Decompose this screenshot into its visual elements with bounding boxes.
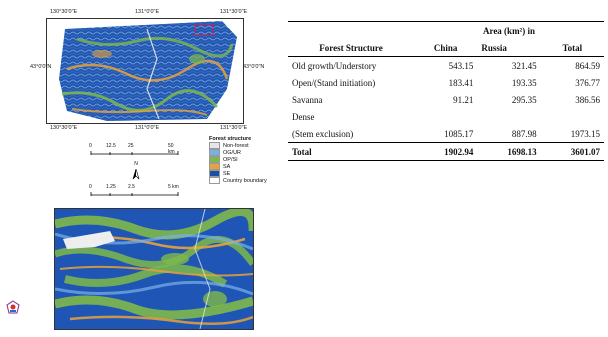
cell-china: 1085.17	[444, 128, 474, 139]
total-row-name: Total	[292, 146, 312, 157]
area-header: Area (km²) in	[482, 25, 536, 36]
table-header-row-1: Area (km²) in	[288, 21, 604, 40]
table-row: Open/(Stand initiation) 183.41 193.35 37…	[288, 74, 604, 91]
cell-russia: 193.35	[511, 77, 537, 88]
legend-item-se: SE	[209, 170, 289, 177]
legend-item-non-forest: Non-forest	[209, 142, 289, 149]
detail-map	[53, 207, 258, 330]
header-empty	[288, 22, 414, 40]
cell-total: 864.59	[575, 60, 600, 71]
legend-label: OP/SI	[223, 156, 238, 163]
cell-russia: 295.35	[511, 94, 537, 105]
area-table: Area (km²) in Forest Structure China Rus…	[288, 21, 604, 161]
legend-swatch	[209, 142, 220, 149]
row-name: Savanna	[292, 94, 323, 105]
coord-bottom-3: 131°30'0"E	[220, 125, 248, 131]
legend-item-sa: SA	[209, 163, 289, 170]
scalebar-2-label-3: 5 km	[168, 184, 179, 190]
legend-label: SA	[223, 163, 231, 170]
cell-china: 183.41	[448, 77, 474, 88]
scalebar-1-label-0: 0	[89, 143, 92, 149]
logo-icon	[6, 300, 20, 314]
scalebar-2: 0 1.25 2.5 5 km	[89, 184, 180, 198]
total-russia: 1698.13	[507, 146, 537, 157]
total-china: 1902.94	[444, 146, 474, 157]
cell-russia: 887.98	[511, 128, 537, 139]
legend-swatch	[209, 177, 220, 184]
legend-swatch	[209, 156, 220, 163]
legend-label: Country boundary	[223, 177, 267, 184]
north-arrow-icon	[132, 167, 140, 180]
cell-russia: 321.45	[511, 60, 537, 71]
scalebar-2-label-0: 0	[89, 184, 92, 190]
scalebar-1-label-2: 25	[128, 143, 134, 149]
scalebar-1-label-3: 50 km	[168, 143, 175, 155]
overview-map-frame	[46, 18, 244, 124]
scalebar-1: 0 12.5 25 50 km	[89, 143, 180, 157]
legend-label: Non-forest	[223, 142, 249, 149]
table-row: Dense	[288, 108, 604, 125]
table-row: Old growth/Understory 543.15 321.45 864.…	[288, 57, 604, 75]
legend-swatch	[209, 163, 220, 170]
cell-china	[414, 108, 477, 125]
map-legend: Forest structure Non-forest OG/UR OP/SI …	[209, 136, 289, 184]
legend-item-og-ur: OG/UR	[209, 149, 289, 156]
north-arrow-label: N	[134, 161, 138, 167]
table-row: (Stem exclusion) 1085.17 887.98 1973.15	[288, 125, 604, 143]
column-header-forest-structure: Forest Structure	[319, 42, 383, 53]
column-header-total: Total	[562, 42, 583, 53]
legend-label: OG/UR	[223, 149, 242, 156]
cell-total: 386.56	[575, 94, 600, 105]
column-header-russia: Russia	[481, 42, 507, 53]
table-row: Savanna 91.21 295.35 386.56	[288, 91, 604, 108]
legend-swatch	[209, 149, 220, 156]
coord-bottom-2: 131°0'0"E	[135, 125, 160, 131]
legend-label: SE	[223, 170, 231, 177]
total-total: 3601.07	[570, 146, 600, 157]
row-name: (Stem exclusion)	[292, 128, 354, 139]
cell-total: 1973.15	[570, 128, 600, 139]
coord-bottom-1: 130°30'0"E	[50, 125, 78, 131]
coord-left: 43°0'0"N	[30, 64, 52, 70]
cell-china: 91.21	[453, 94, 474, 105]
scalebar-2-bar	[90, 192, 179, 196]
coord-top-1: 130°30'0"E	[50, 9, 78, 15]
coord-right: 43°0'0"N	[243, 64, 265, 70]
legend-title: Forest structure	[209, 136, 252, 142]
cell-total: 376.77	[575, 77, 600, 88]
detail-map-frame	[53, 207, 258, 330]
area-table-container: Area (km²) in Forest Structure China Rus…	[288, 21, 604, 161]
coord-top-3: 131°30'0"E	[220, 9, 248, 15]
cell-china: 543.15	[448, 60, 474, 71]
table-total-row: Total 1902.94 1698.13 3601.07	[288, 143, 604, 161]
legend-item-country-boundary: Country boundary	[209, 177, 289, 184]
north-arrow: N	[131, 161, 141, 180]
legend-swatch	[209, 170, 220, 177]
coord-top-2: 131°0'0"E	[135, 9, 160, 15]
scalebar-2-label-1: 1.25	[106, 184, 116, 190]
scalebar-1-label-1: 12.5	[106, 143, 116, 149]
row-name: Open/(Stand initiation)	[292, 77, 376, 88]
column-header-china: China	[433, 42, 458, 53]
legend-item-op-si: OP/SI	[209, 156, 289, 163]
row-name: Old growth/Understory	[292, 60, 377, 71]
row-name: Dense	[292, 111, 315, 122]
cell-russia	[477, 108, 540, 125]
scalebar-1-bar	[90, 151, 179, 155]
overview-map	[59, 21, 237, 121]
scalebar-2-label-2: 2.5	[128, 184, 135, 190]
cell-total	[541, 108, 604, 125]
table-header-row-2: Forest Structure China Russia Total	[288, 39, 604, 57]
